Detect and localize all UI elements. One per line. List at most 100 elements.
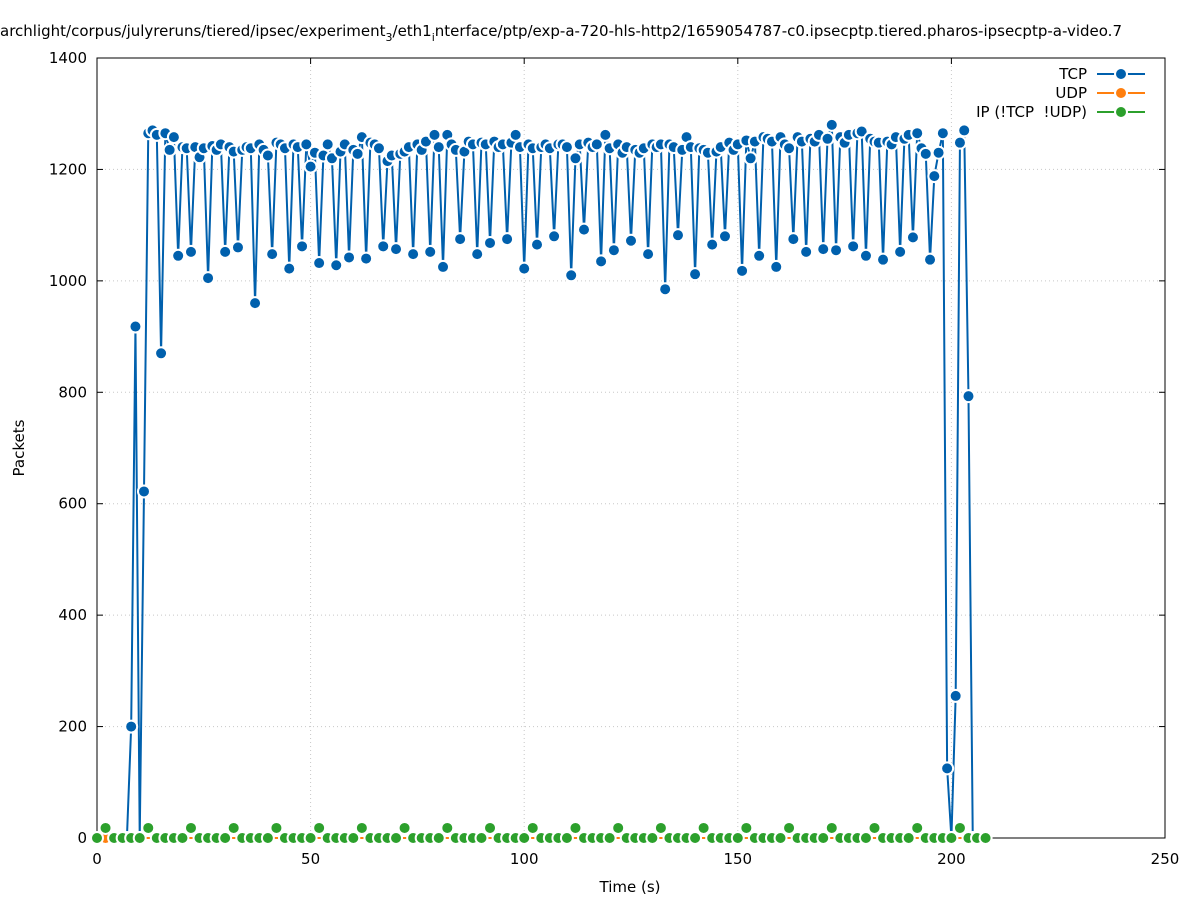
data-point bbox=[688, 831, 703, 845]
data-point bbox=[735, 263, 750, 278]
data-point bbox=[568, 820, 583, 835]
data-point bbox=[641, 247, 656, 262]
data-point bbox=[166, 130, 181, 145]
y-tick-label: 1000 bbox=[49, 272, 87, 290]
y-tick-label: 1200 bbox=[49, 160, 87, 178]
data-point bbox=[141, 820, 156, 835]
legend-label: UDP bbox=[1055, 84, 1087, 102]
y-tick-label: 600 bbox=[58, 495, 87, 513]
legend-marker bbox=[1114, 67, 1128, 81]
data-point bbox=[359, 251, 374, 266]
title-subscript: 3 bbox=[386, 31, 393, 44]
data-point bbox=[923, 252, 938, 267]
data-point bbox=[508, 127, 523, 142]
data-point bbox=[295, 239, 310, 254]
data-point bbox=[371, 141, 386, 156]
data-point bbox=[602, 831, 617, 845]
data-point bbox=[705, 237, 720, 252]
data-point bbox=[773, 831, 788, 845]
data-point bbox=[260, 148, 275, 163]
x-tick-label: 150 bbox=[723, 850, 752, 868]
data-point bbox=[944, 831, 959, 845]
data-point bbox=[201, 271, 216, 286]
title-part: archlight/corpus/julyreruns/tiered/ipsec… bbox=[0, 22, 386, 40]
data-point bbox=[248, 296, 263, 311]
data-point bbox=[431, 140, 446, 155]
data-point bbox=[474, 831, 489, 845]
data-point bbox=[436, 259, 451, 274]
data-point bbox=[470, 247, 485, 262]
y-tick-label: 0 bbox=[77, 829, 87, 847]
data-point bbox=[752, 248, 767, 263]
data-point bbox=[961, 389, 976, 404]
data-point bbox=[717, 229, 732, 244]
data-point bbox=[397, 820, 412, 835]
data-point bbox=[782, 141, 797, 156]
data-point bbox=[346, 831, 361, 845]
data-point bbox=[427, 127, 442, 142]
data-point bbox=[957, 123, 972, 138]
data-point bbox=[183, 820, 198, 835]
data-point bbox=[431, 831, 446, 845]
data-point bbox=[483, 820, 498, 835]
data-point bbox=[342, 250, 357, 265]
data-point bbox=[816, 831, 831, 845]
data-point bbox=[858, 248, 873, 263]
data-point bbox=[948, 688, 963, 703]
legend-marker bbox=[1114, 86, 1128, 100]
data-point bbox=[927, 169, 942, 184]
data-point bbox=[423, 244, 438, 259]
data-point bbox=[978, 831, 993, 845]
data-point bbox=[611, 820, 626, 835]
title-part: /eth1 bbox=[393, 22, 432, 40]
data-point bbox=[136, 484, 151, 499]
data-point bbox=[269, 820, 284, 835]
x-tick-label: 250 bbox=[1151, 850, 1180, 868]
data-point bbox=[389, 831, 404, 845]
data-point bbox=[568, 151, 583, 166]
data-point bbox=[226, 820, 241, 835]
data-point bbox=[645, 831, 660, 845]
data-point bbox=[743, 151, 758, 166]
data-point bbox=[124, 719, 139, 734]
data-point bbox=[453, 232, 468, 247]
data-point bbox=[299, 137, 314, 152]
data-point bbox=[517, 261, 532, 276]
data-point bbox=[312, 820, 327, 835]
x-tick-label: 100 bbox=[510, 850, 539, 868]
data-point bbox=[905, 230, 920, 245]
data-point bbox=[829, 243, 844, 258]
x-tick-label: 0 bbox=[92, 850, 102, 868]
data-point bbox=[577, 222, 592, 237]
data-point bbox=[658, 282, 673, 297]
legend-label: TCP bbox=[1058, 65, 1087, 83]
data-point bbox=[525, 820, 540, 835]
data-point bbox=[564, 268, 579, 283]
data-point bbox=[354, 820, 369, 835]
data-point bbox=[688, 267, 703, 282]
data-point bbox=[769, 259, 784, 274]
data-point bbox=[175, 831, 190, 845]
data-point bbox=[952, 135, 967, 150]
data-point bbox=[931, 145, 946, 160]
data-point bbox=[846, 239, 861, 254]
data-point bbox=[517, 831, 532, 845]
data-point bbox=[329, 258, 344, 273]
data-point bbox=[782, 820, 797, 835]
data-point bbox=[696, 820, 711, 835]
legend-marker bbox=[1114, 105, 1128, 119]
data-point bbox=[624, 233, 638, 248]
data-point bbox=[98, 820, 113, 835]
x-tick-label: 200 bbox=[937, 850, 966, 868]
y-tick-label: 200 bbox=[58, 718, 87, 736]
data-point bbox=[90, 831, 104, 845]
data-point bbox=[940, 761, 955, 776]
data-point bbox=[303, 159, 318, 174]
data-point bbox=[918, 146, 933, 161]
data-point bbox=[218, 831, 233, 845]
data-point bbox=[218, 244, 233, 259]
chart-title: archlight/corpus/julyreruns/tiered/ipsec… bbox=[0, 22, 1122, 44]
data-point bbox=[824, 820, 839, 835]
data-point bbox=[730, 831, 745, 845]
